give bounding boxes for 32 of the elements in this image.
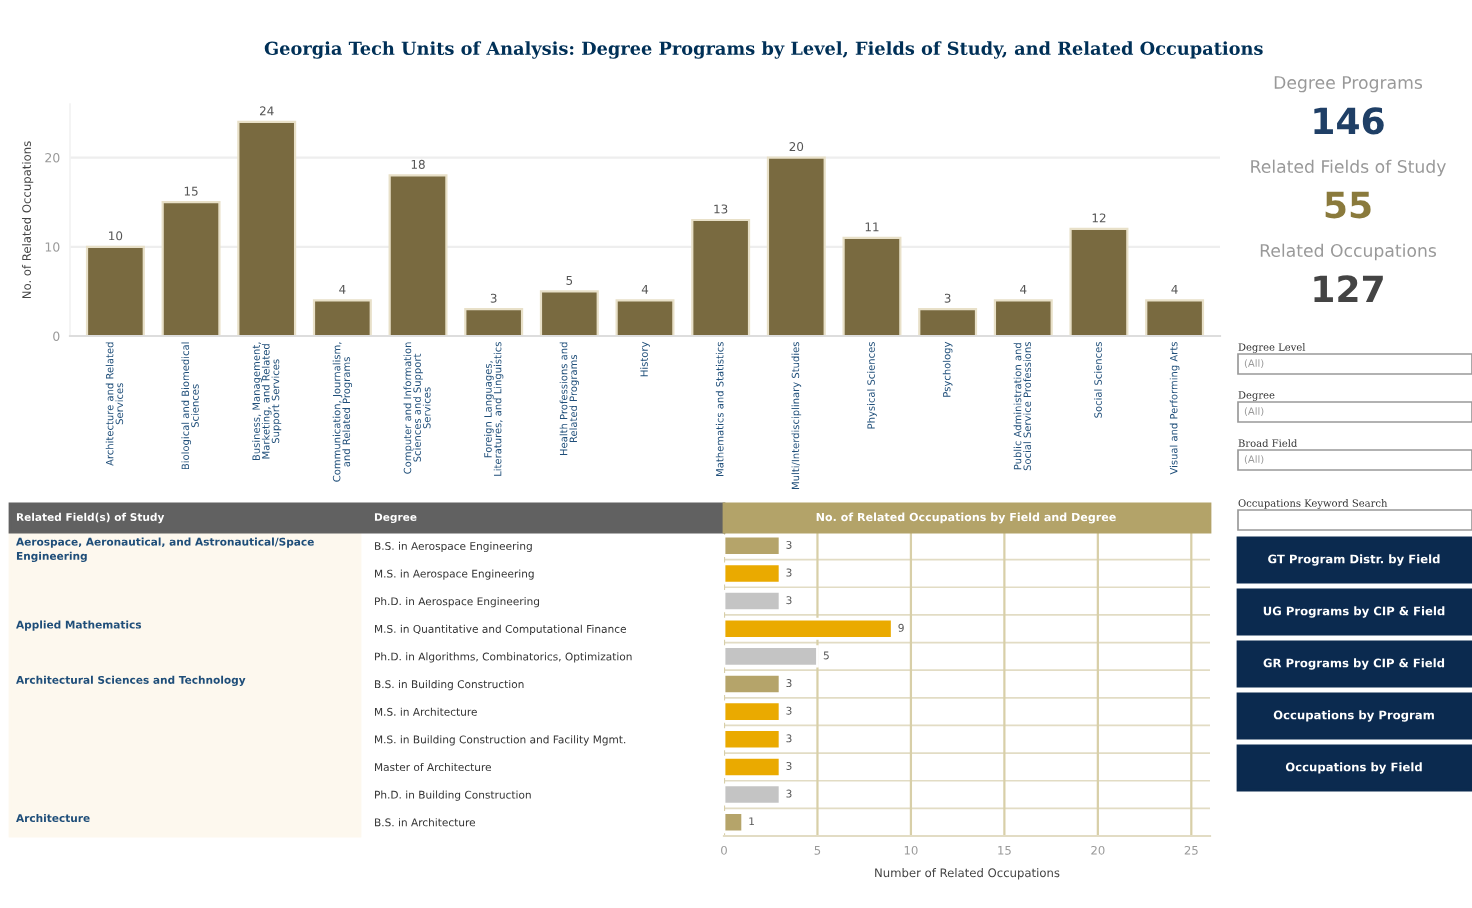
bar bbox=[161, 201, 221, 336]
bar bbox=[1145, 299, 1205, 336]
bar bbox=[993, 299, 1053, 336]
text: Related Fields of Study bbox=[1251, 159, 1446, 177]
bar bbox=[766, 156, 826, 336]
text: Degree Programs bbox=[1274, 76, 1423, 93]
bar bbox=[724, 728, 782, 751]
text: 55 bbox=[1325, 191, 1371, 219]
bar bbox=[918, 308, 978, 336]
text: 127 bbox=[1314, 275, 1383, 302]
bar bbox=[464, 308, 524, 336]
bar bbox=[724, 562, 782, 585]
bar bbox=[724, 755, 782, 778]
bar bbox=[388, 174, 448, 336]
chart-title: Georgia Tech Units of Analysis: Degree Programs by Level, Fields of Study, and Related Occupations bbox=[264, 41, 1263, 59]
bar bbox=[724, 700, 782, 723]
bar bbox=[724, 645, 819, 668]
text: 146 bbox=[1314, 107, 1384, 135]
bar bbox=[539, 290, 599, 336]
bar bbox=[312, 299, 372, 336]
text: Related Occupations bbox=[1260, 243, 1437, 261]
bar bbox=[724, 590, 782, 613]
bar bbox=[842, 236, 902, 336]
bar bbox=[691, 218, 751, 336]
bar bbox=[724, 672, 782, 696]
bar bbox=[1069, 227, 1129, 336]
bar bbox=[237, 120, 297, 336]
bar bbox=[85, 245, 145, 336]
bar bbox=[615, 299, 675, 336]
bar bbox=[724, 617, 894, 640]
bar bbox=[724, 811, 745, 834]
bar bbox=[724, 783, 782, 806]
